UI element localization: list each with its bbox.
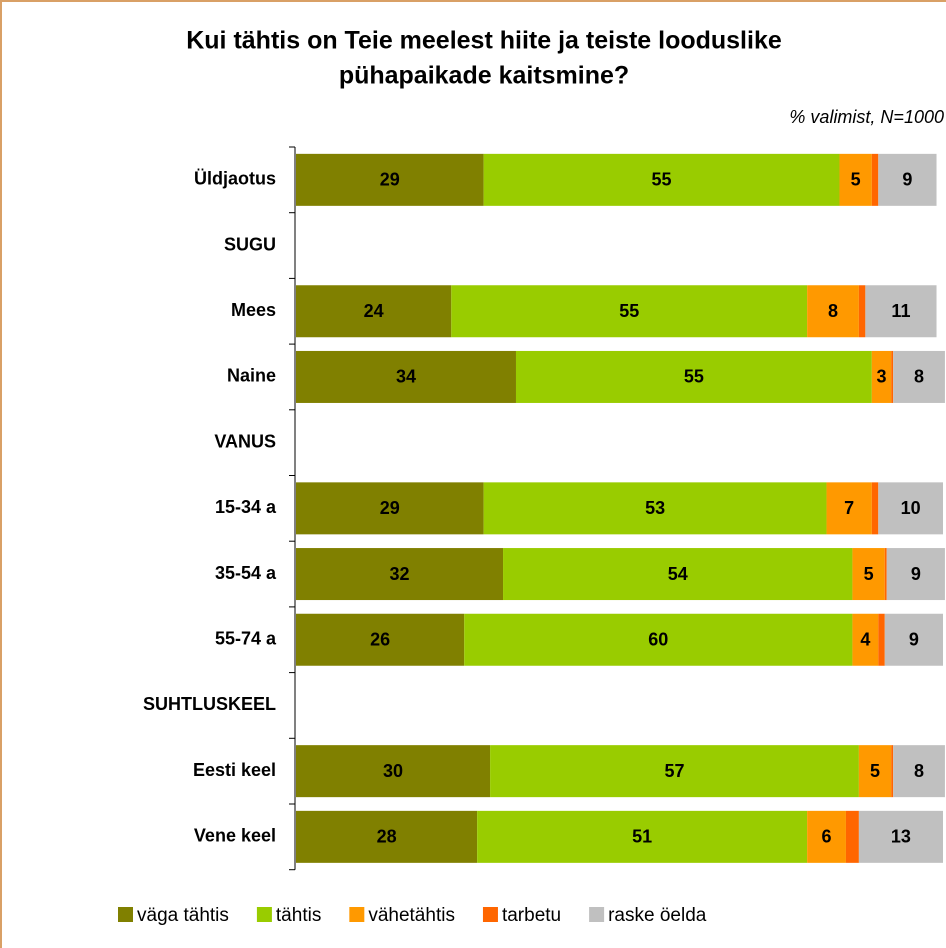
- bar-segment: [884, 548, 887, 601]
- y-tick-label: Naine: [227, 366, 276, 386]
- data-label: 24: [364, 301, 384, 321]
- data-label: 32: [390, 564, 410, 584]
- bar-segment: [845, 810, 859, 863]
- data-label: 30: [383, 761, 403, 781]
- bar-segment: [296, 613, 465, 666]
- data-label: 8: [828, 301, 838, 321]
- data-label: 9: [902, 170, 912, 190]
- bar-segment: [865, 285, 937, 338]
- data-label: 8: [914, 761, 924, 781]
- bar-segment: [891, 350, 894, 403]
- data-label: 11: [891, 301, 910, 321]
- bar-segment: [296, 153, 484, 206]
- data-label: 51: [632, 827, 652, 847]
- data-label: 10: [901, 498, 921, 518]
- data-label: 26: [370, 630, 390, 650]
- y-tick-label: Eesti keel: [193, 760, 276, 780]
- chart-subtitle: % valimist, N=1000: [789, 107, 944, 127]
- bar-segment: [483, 482, 827, 535]
- data-label: 5: [870, 761, 880, 781]
- bar-segment: [296, 482, 484, 535]
- bar-segment: [807, 285, 859, 338]
- bar-segment: [858, 745, 892, 798]
- bar-segment: [858, 810, 943, 863]
- legend-swatch: [589, 907, 605, 922]
- bar-segment: [852, 613, 879, 666]
- bar-segment: [878, 153, 937, 206]
- bar-segment: [483, 153, 840, 206]
- y-tick-label: 55-74 a: [215, 629, 277, 649]
- data-label: 9: [911, 564, 921, 584]
- bar-segment: [858, 285, 866, 338]
- data-label: 55: [684, 367, 704, 387]
- data-label: 55: [652, 170, 672, 190]
- data-label: 5: [851, 170, 861, 190]
- data-label: 55: [619, 301, 639, 321]
- y-tick-label: SUHTLUSKEEL: [143, 694, 276, 714]
- bar-segment: [451, 285, 808, 338]
- y-tick-label: SUGU: [224, 234, 276, 254]
- data-label: 57: [664, 761, 684, 781]
- bar-segment: [891, 745, 894, 798]
- y-tick-label: 15-34 a: [215, 497, 277, 517]
- chart-title: Kui tähtis on Teie meelest hiite ja teis…: [186, 27, 782, 55]
- data-label: 29: [380, 498, 400, 518]
- bar-segment: [826, 482, 872, 535]
- data-label: 8: [914, 367, 924, 387]
- chart-title: pühapaikade kaitsmine?: [339, 62, 629, 90]
- data-label: 5: [864, 564, 874, 584]
- bar-segment: [839, 153, 872, 206]
- bar-segment: [490, 745, 859, 798]
- data-label: 3: [877, 367, 887, 387]
- data-label: 53: [645, 498, 665, 518]
- legend-swatch: [482, 907, 498, 922]
- bar-segment: [871, 153, 879, 206]
- legend-label: väga tähtis: [137, 905, 229, 926]
- y-tick-label: VANUS: [214, 431, 276, 451]
- legend-label: tarbetu: [502, 905, 561, 926]
- bar-segment: [884, 613, 943, 666]
- bar-segment: [296, 285, 452, 338]
- legend-swatch: [349, 907, 365, 922]
- y-tick-label: Üldjaotus: [194, 169, 276, 189]
- data-label: 9: [909, 630, 919, 650]
- bar-segment: [807, 810, 846, 863]
- data-label: 6: [822, 827, 832, 847]
- bar-segment: [886, 548, 945, 601]
- bar-segment: [477, 810, 808, 863]
- y-tick-label: 35-54 a: [215, 563, 277, 583]
- data-label: 7: [844, 498, 854, 518]
- legend-label: vähetähtis: [368, 905, 455, 926]
- bar-segment: [515, 350, 872, 403]
- bar-segment: [296, 810, 478, 863]
- data-label: 34: [396, 367, 416, 387]
- bar-segment: [893, 350, 945, 403]
- bar-segment: [871, 482, 879, 535]
- bar-segment: [464, 613, 853, 666]
- y-tick-label: Mees: [231, 300, 276, 320]
- bar-segment: [296, 350, 516, 403]
- legend-label: raske öelda: [608, 905, 707, 926]
- bar-segment: [878, 482, 943, 535]
- bar-segment: [296, 745, 491, 798]
- bar-segment: [296, 548, 504, 601]
- bar-segment: [852, 548, 885, 601]
- data-label: 54: [668, 564, 688, 584]
- legend-swatch: [118, 907, 133, 922]
- bar-segment: [878, 613, 885, 666]
- data-label: 4: [860, 630, 870, 650]
- data-label: 29: [380, 170, 400, 190]
- y-tick-label: Vene keel: [194, 826, 276, 846]
- data-label: 28: [377, 827, 397, 847]
- legend-swatch: [256, 907, 272, 922]
- legend-label: tähtis: [276, 905, 321, 926]
- data-label: 13: [891, 827, 911, 847]
- bar-segment: [893, 745, 945, 798]
- data-label: 60: [648, 630, 668, 650]
- bar-segment: [871, 350, 892, 403]
- bar-segment: [503, 548, 853, 601]
